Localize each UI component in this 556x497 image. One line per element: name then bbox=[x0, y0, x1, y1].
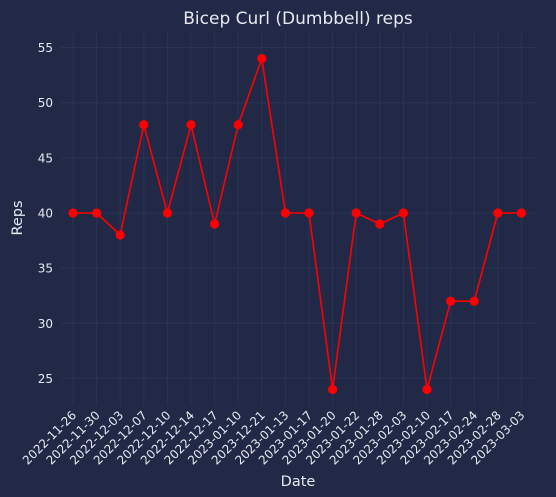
data-point bbox=[233, 120, 243, 130]
x-axis-title: Date bbox=[281, 474, 316, 490]
series bbox=[68, 53, 527, 395]
data-point bbox=[422, 384, 432, 395]
y-tick-label: 50 bbox=[38, 96, 53, 110]
data-point bbox=[92, 208, 102, 218]
data-point bbox=[375, 219, 385, 229]
data-point bbox=[351, 208, 361, 218]
y-tick-label: 25 bbox=[38, 372, 53, 386]
data-point bbox=[469, 296, 479, 306]
data-point bbox=[328, 384, 338, 395]
data-point bbox=[115, 230, 125, 240]
series-line bbox=[73, 57, 522, 391]
data-point bbox=[280, 208, 290, 218]
data-point bbox=[493, 208, 503, 218]
x-tick-labels: 2022-11-262022-11-302022-12-032022-12-07… bbox=[20, 408, 528, 467]
data-point bbox=[398, 208, 408, 218]
data-point bbox=[516, 208, 527, 218]
y-axis-title: Reps bbox=[10, 200, 26, 235]
y-tick-label: 55 bbox=[38, 41, 53, 55]
y-tick-labels: 25 30 35 40 45 50 55 bbox=[38, 41, 53, 386]
data-point bbox=[162, 208, 172, 218]
chart-title: Bicep Curl (Dumbbell) reps bbox=[183, 9, 413, 29]
y-tick-label: 30 bbox=[38, 317, 53, 331]
data-point bbox=[210, 219, 220, 229]
data-point bbox=[68, 208, 78, 218]
data-point bbox=[186, 120, 196, 130]
grid bbox=[61, 31, 536, 406]
y-tick-label: 40 bbox=[38, 206, 53, 220]
data-point bbox=[446, 296, 456, 306]
y-tick-label: 35 bbox=[38, 262, 53, 276]
y-tick-label: 45 bbox=[38, 151, 53, 165]
data-point bbox=[139, 120, 149, 130]
data-point bbox=[257, 53, 267, 64]
data-point bbox=[304, 208, 314, 218]
